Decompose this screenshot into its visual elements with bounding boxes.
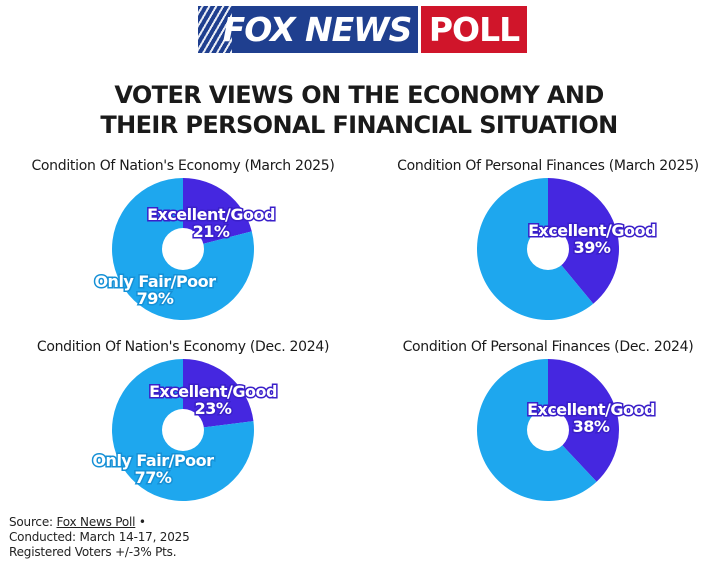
pie-slice-3-0-excellent-good — [548, 359, 619, 482]
source-prefix: Source: — [9, 515, 57, 529]
fox-news-poll-logo: FOX NEWS POLL — [198, 6, 527, 53]
source-note: Source: Fox News Poll • Conducted: March… — [9, 515, 190, 560]
slice-value-positive-2: 23% — [195, 399, 232, 418]
chart-title-nation-dec-2024: Condition Of Nation's Economy (Dec. 2024… — [36, 339, 330, 355]
slice-label-negative-2: Only Fair/Poor — [92, 451, 214, 470]
main-title-line-1: VOTER VIEWS ON THE ECONOMY AND — [114, 81, 604, 109]
slice-value-positive-1: 39% — [574, 238, 611, 257]
sample-note: Registered Voters +/-3% Pts. — [9, 545, 177, 559]
source-link[interactable]: Fox News Poll — [56, 515, 136, 529]
pie-slice-2-0-excellent-good — [183, 359, 254, 430]
donut-hole-1 — [527, 228, 569, 270]
logo-text-fox-news: FOX NEWS — [222, 10, 413, 49]
pie-slice-0-0-excellent-good — [183, 178, 252, 249]
slice-value-positive-3: 38% — [573, 417, 610, 436]
slice-label-positive-1: Excellent/Good — [528, 221, 656, 240]
donut-hole-2 — [162, 409, 204, 451]
fox-news-logo-block: FOX NEWS — [198, 6, 418, 53]
pie-slice-1-0-excellent-good — [548, 178, 619, 304]
logo-stripes — [198, 6, 232, 53]
slice-value-positive-0: 21% — [193, 222, 230, 241]
main-title-line-2: THEIR PERSONAL FINANCIAL SITUATION — [100, 111, 618, 139]
donut-hole-0 — [162, 228, 204, 270]
logo-text-poll: POLL — [421, 6, 527, 53]
slice-value-negative-2: 77% — [135, 468, 172, 487]
slice-label-positive-0: Excellent/Good — [147, 205, 275, 224]
slice-label-positive-3: Excellent/Good — [527, 400, 655, 419]
donut-hole-3 — [527, 409, 569, 451]
chart-title-personal-dec-2024: Condition Of Personal Finances (Dec. 202… — [402, 339, 694, 355]
slice-label-negative-0: Only Fair/Poor — [94, 272, 216, 291]
source-suffix: • — [135, 515, 146, 529]
slice-value-negative-0: 79% — [137, 289, 174, 308]
chart-title-nation-march-2025: Condition Of Nation's Economy (March 202… — [31, 158, 335, 174]
conducted-dates: Conducted: March 14-17, 2025 — [9, 530, 190, 544]
chart-title-personal-march-2025: Condition Of Personal Finances (March 20… — [397, 158, 699, 174]
slice-label-positive-2: Excellent/Good — [149, 382, 277, 401]
